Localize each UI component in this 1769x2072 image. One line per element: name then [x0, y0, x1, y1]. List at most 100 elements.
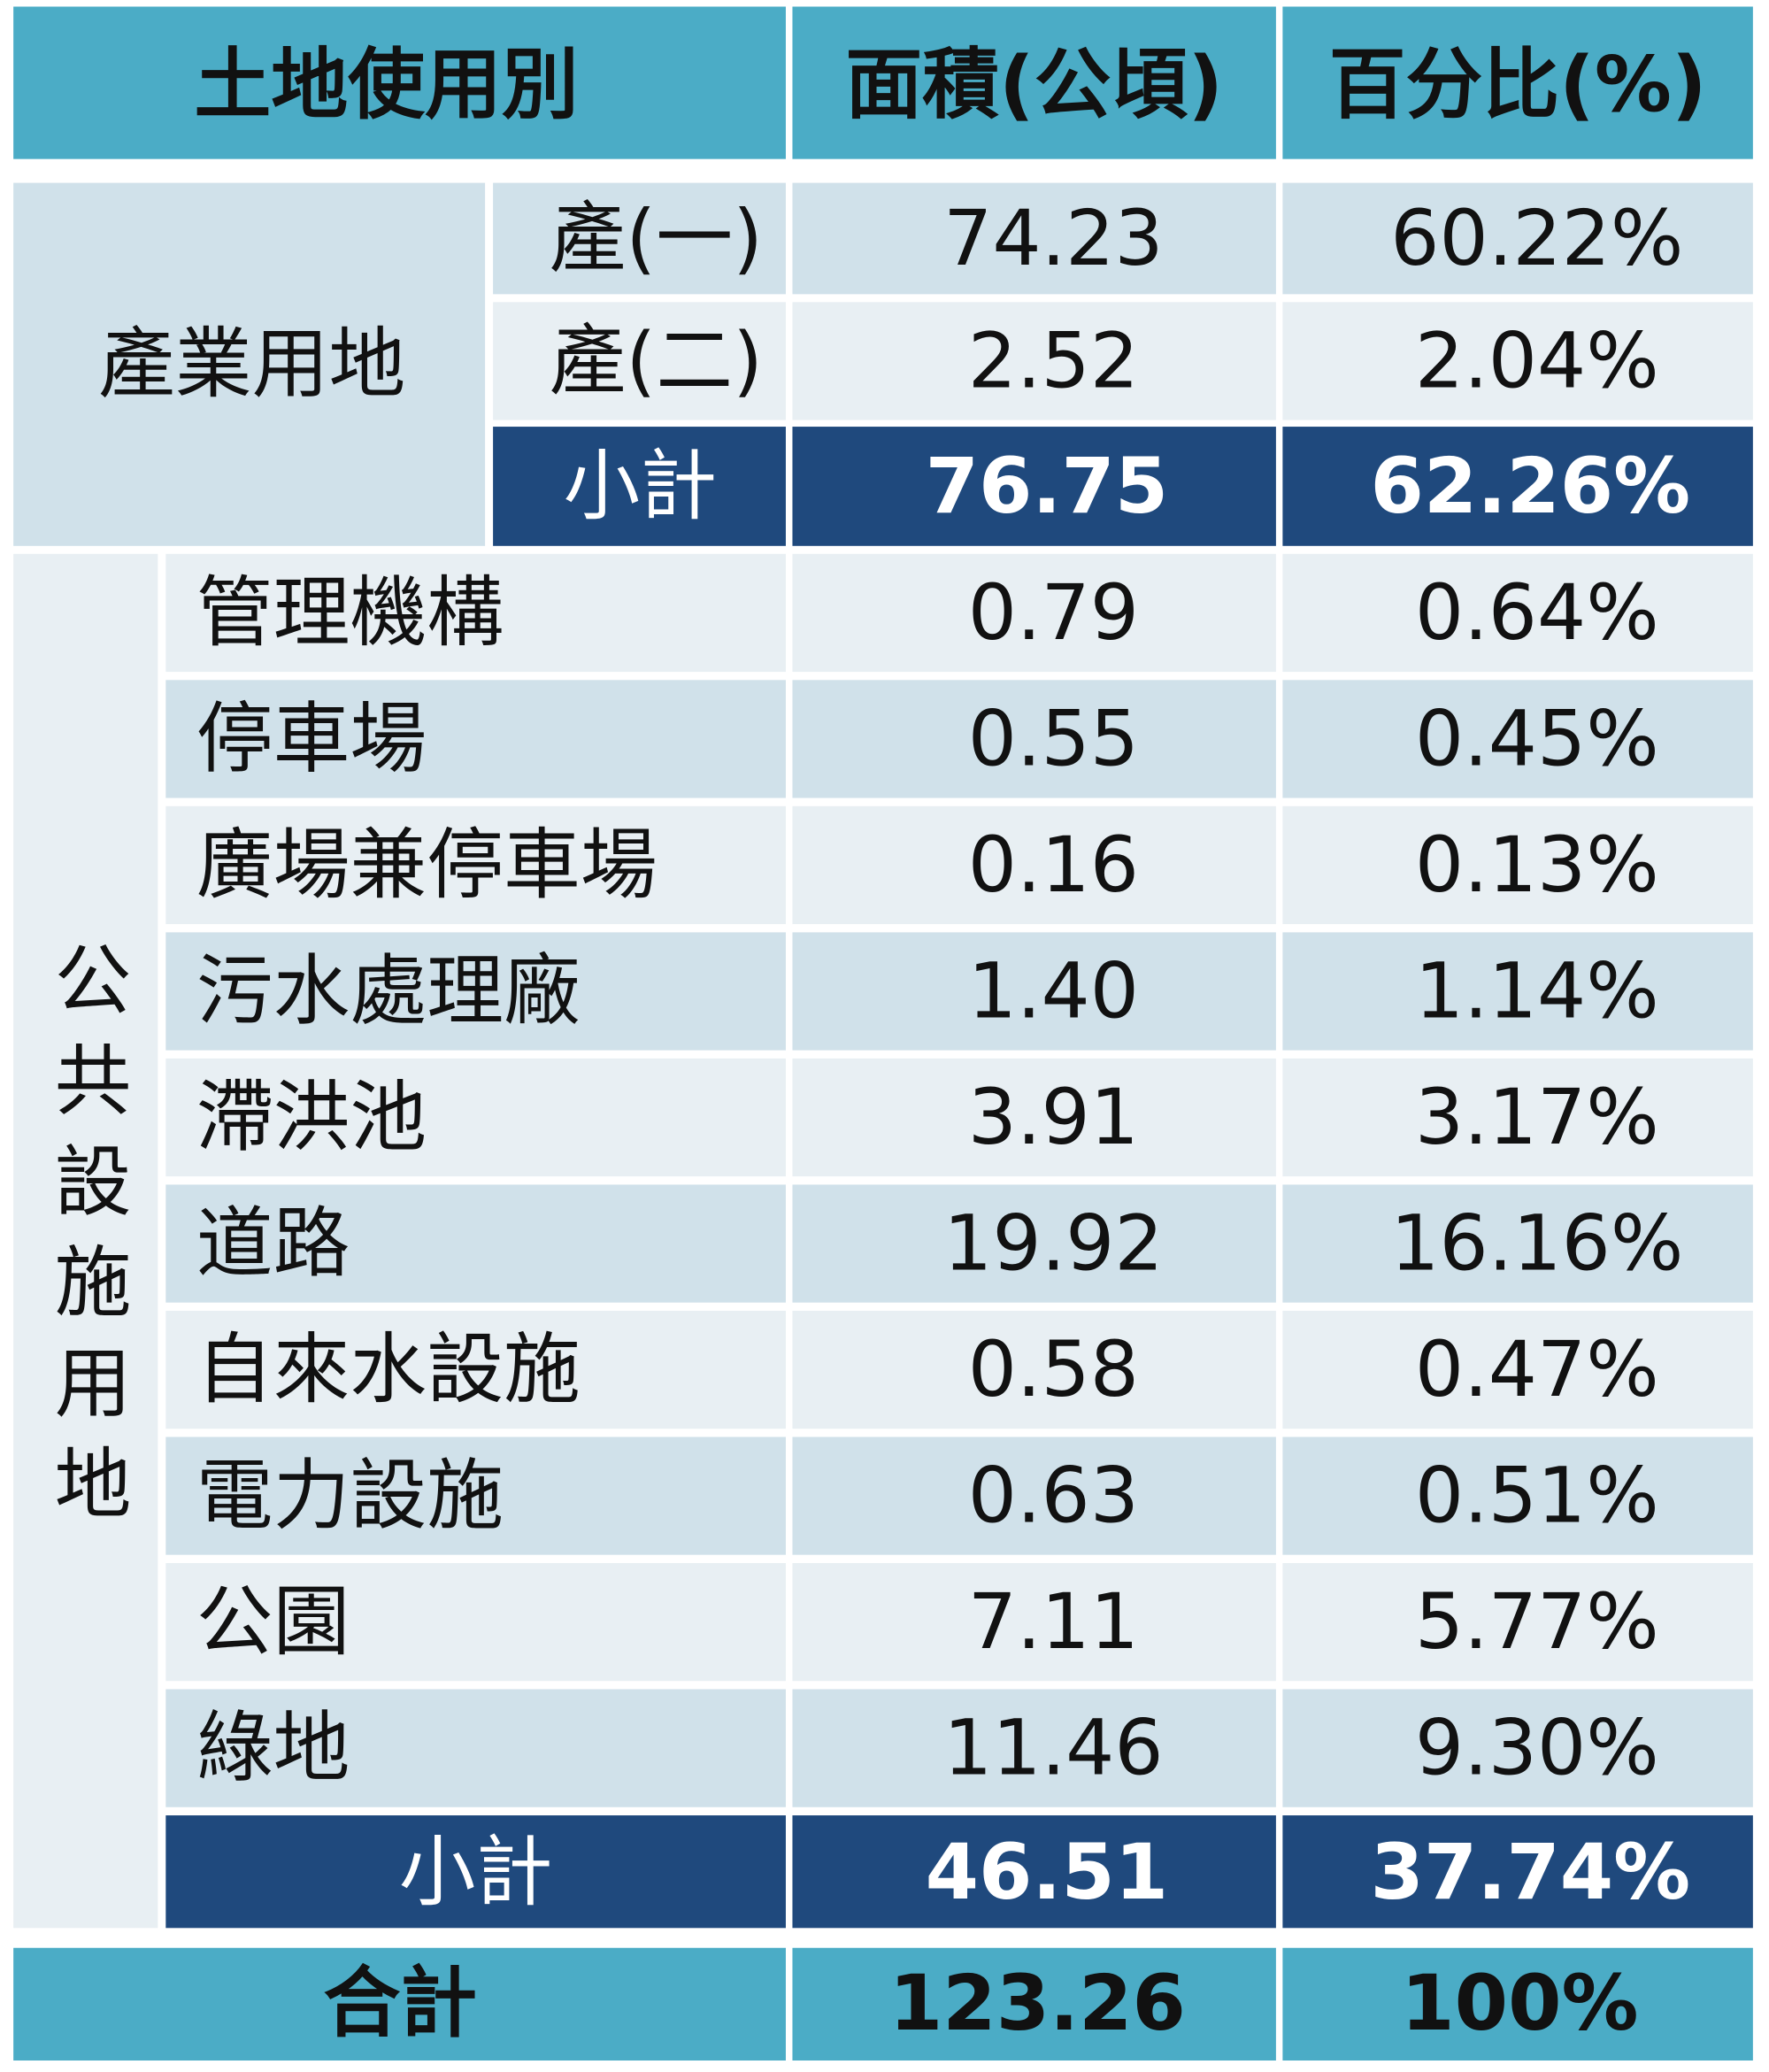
cell [792, 1689, 1276, 1807]
cell [1282, 1947, 1753, 2061]
area: 0.58 [968, 1325, 1139, 1414]
cell [792, 1184, 1276, 1303]
cell [493, 182, 786, 295]
cell [165, 932, 786, 1051]
cell [1282, 680, 1753, 798]
area: 3.91 [968, 1073, 1139, 1162]
total-area: 123.26 [889, 1959, 1186, 2048]
percent: 2.04% [1415, 316, 1659, 405]
area: 0.79 [968, 568, 1139, 658]
area: 0.55 [968, 694, 1139, 783]
percent: 5.77% [1415, 1577, 1659, 1667]
cell [792, 427, 1276, 546]
percent: 0.45% [1415, 694, 1659, 783]
header-cell: 百分比(%) [1329, 40, 1707, 129]
cell [165, 553, 786, 673]
cell [1282, 1058, 1753, 1177]
row-name: 管理機構 [196, 568, 504, 658]
cell [1282, 1437, 1753, 1555]
percent: 0.64% [1415, 568, 1659, 658]
header-cell: 土地使用別 [195, 40, 579, 129]
row-name: 電力設施 [196, 1452, 504, 1541]
row-name: 自來水設施 [196, 1325, 581, 1414]
cell [1282, 1562, 1753, 1682]
cell [1282, 1310, 1753, 1429]
percent: 0.51% [1415, 1452, 1659, 1541]
area: 0.16 [968, 820, 1139, 910]
cell [165, 1815, 786, 1929]
area: 74.23 [943, 194, 1164, 283]
subtotal-area: 46.51 [926, 1828, 1169, 1917]
cell [1282, 6, 1753, 159]
subtotal-percent: 62.26% [1371, 442, 1691, 531]
percent: 60.22% [1390, 194, 1683, 283]
subtotal-label: 小計 [399, 1828, 553, 1917]
cell [1282, 302, 1753, 420]
area: 1.40 [968, 946, 1139, 1036]
cell [165, 1310, 786, 1429]
cell [792, 1437, 1276, 1555]
area: 0.63 [968, 1452, 1139, 1541]
cell [13, 553, 158, 1929]
area: 7.11 [968, 1577, 1139, 1667]
percent: 0.47% [1415, 1325, 1659, 1414]
cell [1282, 1184, 1753, 1303]
group-label: 產業用地 [98, 320, 405, 409]
cell [792, 553, 1276, 673]
cell [1282, 932, 1753, 1051]
header-cell: 面積(公頃) [845, 40, 1223, 129]
area: 2.52 [968, 316, 1139, 405]
cell [1282, 182, 1753, 295]
cell [792, 1562, 1276, 1682]
group-label: 公共設施用地 [42, 939, 131, 1544]
subtotal-area: 76.75 [926, 442, 1169, 531]
area: 11.46 [943, 1704, 1164, 1793]
cell [13, 6, 786, 159]
cell [792, 1058, 1276, 1177]
area: 19.92 [943, 1199, 1164, 1289]
cell [165, 680, 786, 798]
row-name: 綠地 [196, 1704, 350, 1793]
cell [1282, 553, 1753, 673]
cell [493, 302, 786, 420]
cell [13, 182, 486, 546]
cell [792, 680, 1276, 798]
row-name: 產(一) [550, 194, 763, 283]
cell [792, 1815, 1276, 1929]
cell [165, 805, 786, 925]
percent: 0.13% [1415, 820, 1659, 910]
cell [792, 1947, 1276, 2061]
row-name: 污水處理廠 [196, 946, 581, 1036]
row-name: 產(二) [550, 316, 763, 405]
cell [792, 182, 1276, 295]
cell [165, 1437, 786, 1555]
cell [792, 1310, 1276, 1429]
percent: 3.17% [1415, 1073, 1659, 1162]
row-name: 公園 [196, 1577, 350, 1667]
row-name: 停車場 [196, 694, 427, 783]
cell [493, 427, 786, 546]
cell [792, 805, 1276, 925]
total-percent: 100% [1401, 1959, 1638, 2048]
cell [792, 302, 1276, 420]
subtotal-percent: 37.74% [1371, 1828, 1691, 1917]
row-name: 道路 [196, 1199, 350, 1289]
cell [1282, 1689, 1753, 1807]
cell [13, 1947, 786, 2061]
percent: 16.16% [1390, 1199, 1683, 1289]
cell [792, 6, 1276, 159]
subtotal-label: 小計 [563, 442, 717, 531]
total-label: 合計 [323, 1959, 477, 2048]
cell [165, 1689, 786, 1807]
cell [165, 1184, 786, 1303]
row-name: 滯洪池 [196, 1073, 427, 1162]
cell [1282, 1815, 1753, 1929]
cell [165, 1058, 786, 1177]
cell [1282, 805, 1753, 925]
cell [792, 932, 1276, 1051]
cell [165, 1562, 786, 1682]
row-name: 廣場兼停車場 [196, 820, 658, 910]
percent: 1.14% [1415, 946, 1659, 1036]
